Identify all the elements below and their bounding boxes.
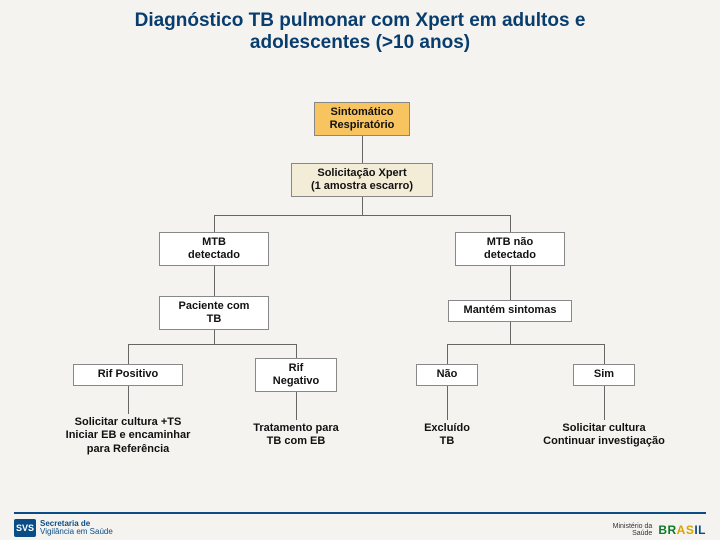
page-title: Diagnóstico TB pulmonar com Xpert em adu… bbox=[0, 10, 720, 54]
node-rif-pos: Rif Positivo bbox=[73, 364, 183, 386]
node-line: Excluído bbox=[424, 422, 470, 435]
connector bbox=[214, 266, 215, 296]
node-line: (1 amostra escarro) bbox=[311, 180, 413, 193]
node-line: MTB bbox=[202, 236, 226, 249]
node-paciente-tb: Paciente comTB bbox=[159, 296, 269, 330]
node-nao: Não bbox=[416, 364, 478, 386]
connector bbox=[214, 215, 510, 216]
node-line: Mantém sintomas bbox=[464, 304, 557, 317]
node-excluido: ExcluídoTB bbox=[418, 420, 476, 450]
svs-logo: SVS bbox=[14, 519, 36, 537]
connector bbox=[128, 344, 129, 364]
ministry-line-2: Saúde bbox=[613, 530, 653, 537]
connector bbox=[214, 215, 215, 232]
node-line: Não bbox=[437, 368, 458, 381]
ministry-text: Ministério da Saúde bbox=[613, 523, 653, 537]
node-line: Paciente com bbox=[179, 300, 250, 313]
connector bbox=[447, 344, 604, 345]
brasil-logo: BRASIL bbox=[658, 523, 706, 537]
footer-left: SVS Secretaria de Vigilância em Saúde bbox=[14, 519, 113, 537]
node-line: Rif bbox=[289, 362, 304, 375]
node-solicitar-cult-ts: Solicitar cultura +TSIniciar EB e encami… bbox=[40, 414, 216, 458]
node-line: MTB não bbox=[487, 236, 533, 249]
node-line: detectado bbox=[188, 249, 240, 262]
connector bbox=[296, 344, 297, 358]
connector bbox=[128, 344, 296, 345]
connector bbox=[362, 136, 363, 163]
node-line: detectado bbox=[484, 249, 536, 262]
footer-divider bbox=[14, 512, 706, 514]
node-line: TB bbox=[440, 435, 455, 448]
node-line: Respiratório bbox=[330, 119, 395, 132]
node-sim: Sim bbox=[573, 364, 635, 386]
node-line: Negativo bbox=[273, 375, 319, 388]
node-line: para Referência bbox=[87, 443, 170, 456]
connector bbox=[510, 266, 511, 300]
node-rif-neg: RifNegativo bbox=[255, 358, 337, 392]
node-line: Sim bbox=[594, 368, 614, 381]
node-line: Iniciar EB e encaminhar bbox=[66, 429, 191, 442]
node-mantem: Mantém sintomas bbox=[448, 300, 572, 322]
connector bbox=[510, 215, 511, 232]
title-line-1: Diagnóstico TB pulmonar com Xpert em adu… bbox=[0, 10, 720, 32]
node-line: TB bbox=[207, 313, 222, 326]
node-mtb-detectado: MTBdetectado bbox=[159, 232, 269, 266]
connector bbox=[128, 386, 129, 414]
node-line: Solicitar cultura bbox=[562, 422, 645, 435]
node-line: Tratamento para bbox=[253, 422, 339, 435]
footer-right: Ministério da Saúde BRASIL bbox=[613, 523, 706, 537]
node-line: Rif Positivo bbox=[98, 368, 159, 381]
slide: Diagnóstico TB pulmonar com Xpert em adu… bbox=[0, 0, 720, 540]
svs-abbrev: SVS bbox=[16, 523, 34, 533]
connector bbox=[296, 392, 297, 420]
node-line: Continuar investigação bbox=[543, 435, 665, 448]
node-line: Sintomático bbox=[331, 106, 394, 119]
connector bbox=[362, 197, 363, 215]
node-solicitacao: Solicitação Xpert(1 amostra escarro) bbox=[291, 163, 433, 197]
connector bbox=[447, 344, 448, 364]
connector bbox=[214, 330, 215, 344]
node-line: Solicitar cultura +TS bbox=[75, 416, 182, 429]
connector bbox=[604, 344, 605, 364]
svs-text: Secretaria de Vigilância em Saúde bbox=[40, 520, 113, 536]
ministry-line-1: Ministério da bbox=[613, 523, 653, 530]
node-line: Solicitação Xpert bbox=[317, 167, 406, 180]
title-line-2: adolescentes (>10 anos) bbox=[0, 32, 720, 54]
connector bbox=[604, 386, 605, 420]
node-mtb-nao: MTB nãodetectado bbox=[455, 232, 565, 266]
node-line: TB com EB bbox=[267, 435, 326, 448]
svs-line-2: Vigilância em Saúde bbox=[40, 528, 113, 536]
footer: SVS Secretaria de Vigilância em Saúde Mi… bbox=[0, 512, 720, 540]
node-solicitar-cult: Solicitar culturaContinuar investigação bbox=[527, 420, 681, 450]
node-tratamento: Tratamento paraTB com EB bbox=[243, 420, 349, 450]
node-sintomatico: SintomáticoRespiratório bbox=[314, 102, 410, 136]
connector bbox=[510, 322, 511, 344]
connector bbox=[447, 386, 448, 420]
